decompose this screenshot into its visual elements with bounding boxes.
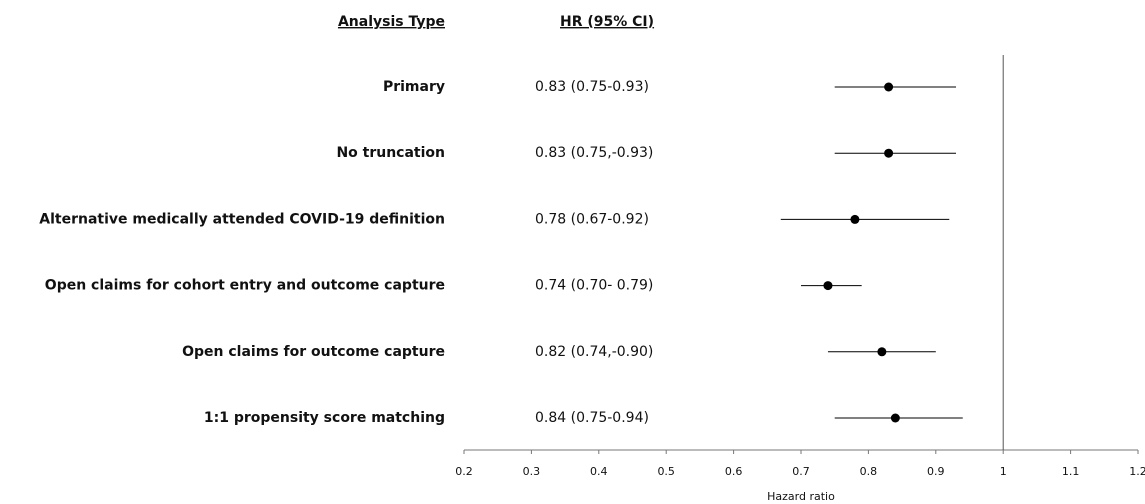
value-label: 0.84 (0.75-0.94)	[535, 410, 649, 426]
value-header: HR (95% CI)	[560, 14, 654, 30]
x-tick-label: 1.2	[1129, 465, 1145, 478]
point-estimate	[890, 413, 900, 423]
x-tick-label: 1.1	[1062, 465, 1080, 478]
category-label: 1:1 propensity score matching	[204, 410, 445, 426]
category-label: Open claims for cohort entry and outcome…	[45, 278, 445, 294]
x-tick-label: 0.7	[792, 465, 810, 478]
category-label: No truncation	[336, 145, 445, 161]
value-label: 0.78 (0.67-0.92)	[535, 211, 649, 227]
category-label: Alternative medically attended COVID-19 …	[39, 211, 445, 227]
point-estimate	[877, 347, 887, 357]
x-tick-label: 0.3	[523, 465, 541, 478]
x-tick-label: 0.9	[927, 465, 945, 478]
category-label: Primary	[383, 79, 445, 95]
x-tick-label: 0.2	[455, 465, 473, 478]
category-label: Open claims for outcome capture	[182, 344, 445, 360]
point-estimate	[850, 214, 860, 224]
x-tick-label: 0.4	[590, 465, 608, 478]
x-tick-label: 0.8	[860, 465, 878, 478]
point-estimate	[884, 148, 894, 158]
x-tick-label: 1	[1000, 465, 1007, 478]
x-tick-label: 0.6	[725, 465, 743, 478]
value-label: 0.74 (0.70- 0.79)	[535, 278, 653, 294]
point-estimate	[823, 281, 833, 291]
x-axis-label: Hazard ratio	[767, 490, 835, 503]
point-estimate	[884, 82, 894, 92]
value-label: 0.83 (0.75-0.93)	[535, 79, 649, 95]
x-tick-label: 0.5	[657, 465, 675, 478]
value-label: 0.83 (0.75,-0.93)	[535, 145, 653, 161]
value-label: 0.82 (0.74,-0.90)	[535, 344, 653, 360]
category-header: Analysis Type	[338, 14, 445, 30]
